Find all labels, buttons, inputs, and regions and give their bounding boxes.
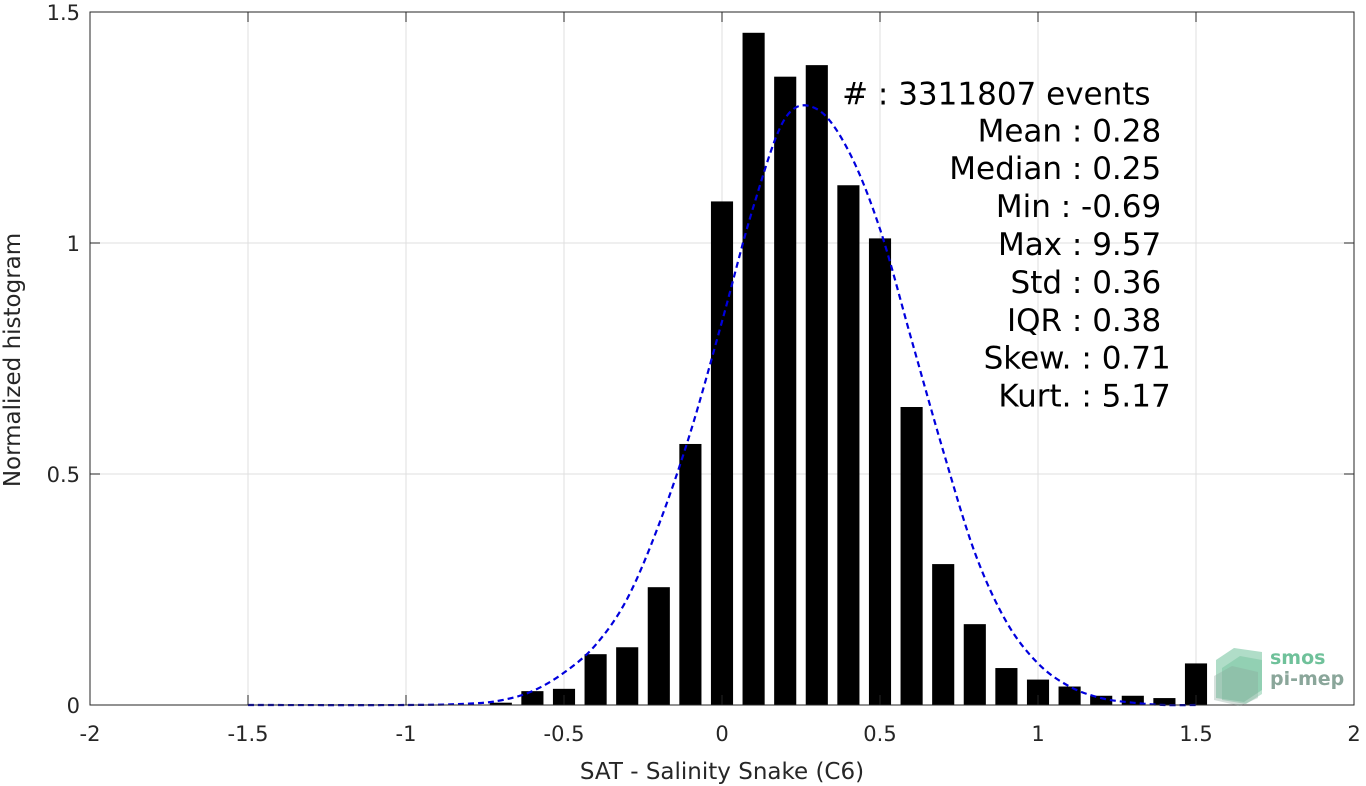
y-tick-label: 0 xyxy=(67,694,80,718)
stats-annotation: # : 3311807 events xyxy=(842,76,1151,112)
stats-annotation: Max : 9.57 xyxy=(998,227,1161,263)
x-tick-label: 1 xyxy=(1031,722,1044,746)
histogram-bar xyxy=(521,691,544,705)
histogram-bar xyxy=(742,32,765,706)
histogram-bar xyxy=(932,564,955,705)
y-axis-label: Normalized histogram xyxy=(0,233,26,487)
histogram-bar xyxy=(995,668,1018,705)
histogram-bar xyxy=(1184,663,1208,705)
smos-pi-mep-logo: smos pi-mep xyxy=(1214,647,1344,706)
x-tick-label: -1.5 xyxy=(228,722,269,746)
histogram-bar xyxy=(963,624,986,705)
histogram-bar xyxy=(1026,679,1050,705)
x-tick-label: 1.5 xyxy=(1179,722,1212,746)
histogram-bar xyxy=(774,76,797,706)
stats-annotation: Median : 0.25 xyxy=(949,151,1161,187)
histogram-bars xyxy=(489,32,1208,706)
x-tick-label: 0.5 xyxy=(863,722,896,746)
histogram-bar xyxy=(805,65,828,705)
stats-annotation: Skew. : 0.71 xyxy=(984,341,1171,377)
histogram-bar xyxy=(647,587,670,705)
histogram-bar xyxy=(1058,686,1081,705)
x-tick-label: -2 xyxy=(80,722,101,746)
stats-annotation: Mean : 0.28 xyxy=(978,113,1162,149)
x-tick-label: 2 xyxy=(1347,722,1360,746)
x-tick-label: -0.5 xyxy=(544,722,585,746)
stats-annotation: IQR : 0.38 xyxy=(1007,303,1161,339)
histogram-bar xyxy=(1090,695,1113,705)
axes xyxy=(89,11,1355,706)
logo-text-pi-mep: pi-mep xyxy=(1270,668,1344,690)
histogram-bar xyxy=(584,654,607,705)
y-tick-label: 0.5 xyxy=(47,463,80,487)
histogram-bar xyxy=(1121,695,1144,705)
tick-labels: -2 -1.5 -1 -0.5 0 0.5 1 1.5 2 0 0.5 1 1.5 xyxy=(47,1,1361,746)
histogram-bar xyxy=(710,201,734,706)
histogram-bar xyxy=(489,702,512,705)
y-tick-label: 1.5 xyxy=(47,1,80,25)
histogram-bar xyxy=(837,185,860,705)
fit-curve-layer xyxy=(247,104,1197,707)
fit-curve-line xyxy=(247,104,1197,707)
stats-annotation: Min : -0.69 xyxy=(996,189,1161,225)
logo-text-smos: smos xyxy=(1270,647,1325,669)
histogram-bar xyxy=(616,647,639,705)
logo-mark-icon xyxy=(1214,648,1262,706)
y-tick-label: 1 xyxy=(67,232,80,256)
x-tick-label: 0 xyxy=(715,722,728,746)
stats-annotation: Std : 0.36 xyxy=(1011,265,1162,301)
stats-annotation: Kurt. : 5.17 xyxy=(998,379,1170,415)
histogram-bar xyxy=(1153,698,1176,705)
histogram-bar xyxy=(900,407,923,705)
x-tick-label: -1 xyxy=(396,722,417,746)
histogram-bar xyxy=(868,238,892,705)
x-axis-label: SAT - Salinity Snake (C6) xyxy=(580,759,864,785)
histogram-bar xyxy=(679,443,702,705)
